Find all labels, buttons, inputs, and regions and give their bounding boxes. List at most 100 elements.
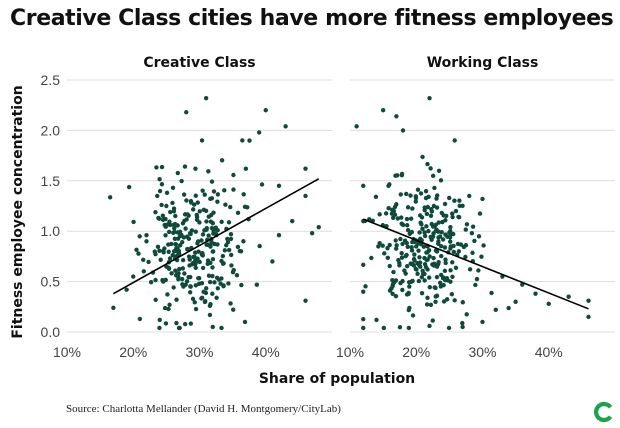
scatter-point bbox=[212, 241, 217, 247]
scatter-point bbox=[418, 264, 423, 269]
scatter-point bbox=[200, 250, 205, 256]
scatter-point bbox=[243, 166, 249, 171]
scatter-point bbox=[415, 271, 420, 276]
scatter-point bbox=[393, 293, 399, 299]
scatter-point bbox=[467, 193, 472, 199]
scatter-point bbox=[446, 325, 452, 331]
scatter-point bbox=[208, 243, 213, 248]
scatter-point bbox=[137, 316, 143, 322]
scatter-point bbox=[408, 193, 413, 198]
scatter-point bbox=[436, 241, 441, 246]
scatter-point bbox=[442, 245, 448, 250]
scatter-point bbox=[213, 225, 218, 230]
scatter-point bbox=[438, 178, 444, 183]
scatter-point bbox=[203, 299, 208, 304]
scatter-point bbox=[480, 319, 485, 325]
scatter-point bbox=[431, 231, 436, 236]
scatter-point bbox=[428, 234, 433, 240]
scatter-point bbox=[425, 161, 430, 167]
scatter-point bbox=[381, 325, 387, 331]
scatter-point bbox=[457, 198, 462, 203]
scatter-point bbox=[199, 238, 204, 243]
scatter-point bbox=[436, 260, 441, 265]
scatter-point bbox=[361, 325, 366, 331]
scatter-point bbox=[134, 247, 139, 253]
scatter-point bbox=[177, 266, 182, 272]
scatter-point bbox=[398, 280, 403, 286]
scatter-point bbox=[166, 306, 171, 312]
scatter-point bbox=[395, 216, 400, 221]
scatter-point bbox=[159, 164, 165, 170]
scatter-point bbox=[228, 204, 233, 210]
scatter-point bbox=[385, 255, 390, 260]
scatter-point bbox=[443, 257, 448, 262]
scatter-point bbox=[380, 243, 385, 248]
scatter-point bbox=[141, 257, 146, 262]
scatter-point bbox=[206, 273, 212, 278]
scatter-point bbox=[390, 291, 395, 296]
scatter-point bbox=[242, 319, 248, 325]
scatter-point bbox=[447, 195, 452, 201]
scatter-point bbox=[171, 285, 176, 290]
scatter-point bbox=[193, 261, 198, 267]
scatter-point bbox=[239, 282, 244, 288]
scatter-point bbox=[111, 305, 116, 311]
scatter-point bbox=[159, 202, 164, 208]
scatter-point bbox=[182, 321, 188, 327]
scatter-point bbox=[451, 249, 457, 255]
scatter-point bbox=[409, 229, 415, 235]
scatter-point bbox=[210, 265, 215, 270]
scatter-point bbox=[427, 323, 432, 329]
scatter-point bbox=[303, 193, 308, 199]
scatter-point bbox=[428, 166, 433, 171]
scatter-point bbox=[433, 222, 438, 228]
scatter-point bbox=[361, 183, 366, 189]
scatter-point bbox=[405, 205, 411, 210]
scatter-point bbox=[200, 188, 205, 193]
scatter-point bbox=[201, 289, 206, 295]
scatter-point bbox=[441, 299, 447, 304]
scatter-point bbox=[418, 191, 424, 196]
scatter-point bbox=[153, 209, 158, 215]
scatter-point bbox=[480, 196, 485, 202]
scatter-point bbox=[373, 194, 379, 200]
scatter-point bbox=[427, 284, 433, 290]
scatter-point bbox=[192, 300, 197, 305]
scatter-point bbox=[422, 278, 427, 283]
scatter-point bbox=[444, 297, 450, 302]
scatter-point bbox=[136, 251, 141, 256]
x-tick-label: 40% bbox=[252, 344, 280, 360]
scatter-point bbox=[256, 130, 262, 135]
scatter-point bbox=[210, 249, 216, 254]
scatter-point bbox=[437, 234, 443, 239]
scatter-point bbox=[406, 325, 412, 331]
y-tick-label: 1.5 bbox=[41, 173, 61, 189]
scatter-point bbox=[386, 205, 391, 211]
y-tick-label: 2.0 bbox=[41, 122, 61, 138]
scatter-point bbox=[386, 183, 391, 189]
scatter-point bbox=[207, 312, 213, 318]
scatter-point bbox=[171, 230, 176, 236]
scatter-point bbox=[152, 249, 157, 254]
scatter-point bbox=[464, 222, 470, 227]
scatter-point bbox=[240, 138, 245, 143]
scatter-point bbox=[196, 249, 201, 254]
scatter-point bbox=[204, 219, 209, 224]
scatter-point bbox=[157, 188, 163, 194]
scatter-point bbox=[154, 165, 159, 170]
scatter-point bbox=[429, 209, 435, 214]
scatter-point bbox=[363, 284, 368, 289]
scatter-point bbox=[586, 314, 591, 320]
scatter-point bbox=[440, 219, 445, 225]
scatter-point bbox=[231, 267, 236, 273]
scatter-point bbox=[453, 265, 459, 270]
scatter-point bbox=[228, 301, 233, 306]
scatter-point bbox=[380, 108, 386, 113]
scatter-point bbox=[185, 247, 190, 252]
scatter-point bbox=[444, 213, 449, 219]
scatter-point bbox=[412, 258, 417, 263]
citylab-c-logo-icon bbox=[594, 401, 613, 423]
scatter-point bbox=[173, 268, 178, 273]
scatter-point bbox=[175, 246, 180, 251]
